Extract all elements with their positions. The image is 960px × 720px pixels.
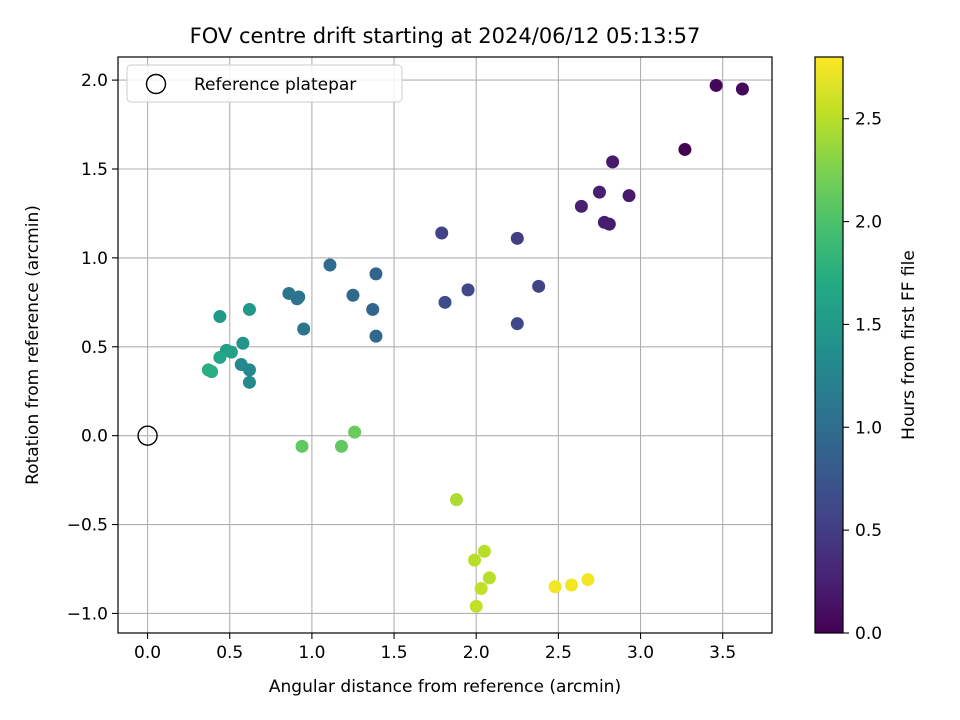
data-point [510,231,524,245]
data-point [369,267,383,281]
x-tick-label: 0.5 [216,643,243,663]
plot-frame [117,56,773,634]
colorbar-ticks: 0.0 0.5 1.0 1.5 2.0 2.5 [843,110,882,644]
scatter-points [201,78,749,613]
reference-marker [137,425,158,446]
colorbar-tick-label: 2.0 [855,213,882,233]
data-point [592,185,606,199]
y-tick-label: 2.0 [81,71,108,91]
data-point [477,544,491,558]
data-point [678,142,692,156]
colorbar-tick-label: 1.0 [855,418,882,438]
data-point [574,199,588,213]
colorbar-label: Hours from first FF file [899,250,919,440]
data-point [581,573,595,587]
colorbar-tick-label: 0.0 [855,624,882,644]
y-axis-ticks: −1.0 −0.5 0.0 0.5 1.0 1.5 2.0 [67,71,118,624]
data-point [369,329,383,343]
y-tick-label: 1.0 [81,249,108,269]
colorbar [814,56,844,634]
x-tick-label: 0.0 [134,643,161,663]
data-point [438,295,452,309]
data-point [474,582,488,596]
colorbar-tick-label: 1.5 [855,315,882,335]
colorbar-tick-label: 2.5 [855,110,882,130]
legend-box [126,64,403,103]
x-tick-label: 3.5 [709,643,736,663]
data-point [242,363,256,377]
data-point [548,580,562,594]
x-tick-label: 2.5 [545,643,572,663]
data-point [242,375,256,389]
data-point [236,336,250,350]
y-tick-label: −1.0 [67,604,108,624]
data-point [213,310,227,324]
data-point [242,302,256,316]
data-point [224,345,238,359]
x-tick-label: 1.0 [298,643,325,663]
y-tick-label: 0.0 [81,427,108,447]
data-point [565,578,579,592]
x-tick-label: 3.0 [627,643,654,663]
legend-entry-label: Reference platepar [194,75,356,95]
data-point [282,286,296,300]
y-tick-label: 0.5 [81,338,108,358]
data-point [461,283,475,297]
y-tick-label: 1.5 [81,160,108,180]
data-point [450,493,464,507]
data-point [348,425,362,439]
data-point [205,365,219,379]
x-axis-label: Angular distance from reference (arcmin) [269,677,621,697]
data-point [334,439,348,453]
data-point [532,279,546,293]
x-axis-ticks: 0.0 0.5 1.0 1.5 2.0 2.5 3.0 3.5 [134,633,736,663]
data-point [366,302,380,316]
x-tick-label: 1.5 [381,643,408,663]
data-point [346,288,360,302]
x-tick-label: 2.0 [463,643,490,663]
data-point [510,317,524,331]
chart-title: FOV centre drift starting at 2024/06/12 … [190,24,701,48]
data-point [709,78,723,92]
data-point [469,599,483,613]
data-point [606,155,620,169]
grid [118,57,772,633]
data-point [297,322,311,336]
reference-platepar-marker [137,425,158,446]
data-point [435,226,449,240]
data-point [295,439,309,453]
y-axis-label: Rotation from reference (arcmin) [23,205,43,485]
data-point [602,217,616,231]
data-point [213,350,227,364]
data-point [735,82,749,96]
colorbar-tick-label: 0.5 [855,521,882,541]
data-point [468,553,482,567]
data-point [482,571,496,585]
legend: Reference platepar [126,64,403,103]
data-point [323,258,337,272]
data-point [622,189,636,203]
y-tick-label: −0.5 [67,516,108,536]
legend-marker-open-circle [145,73,167,95]
